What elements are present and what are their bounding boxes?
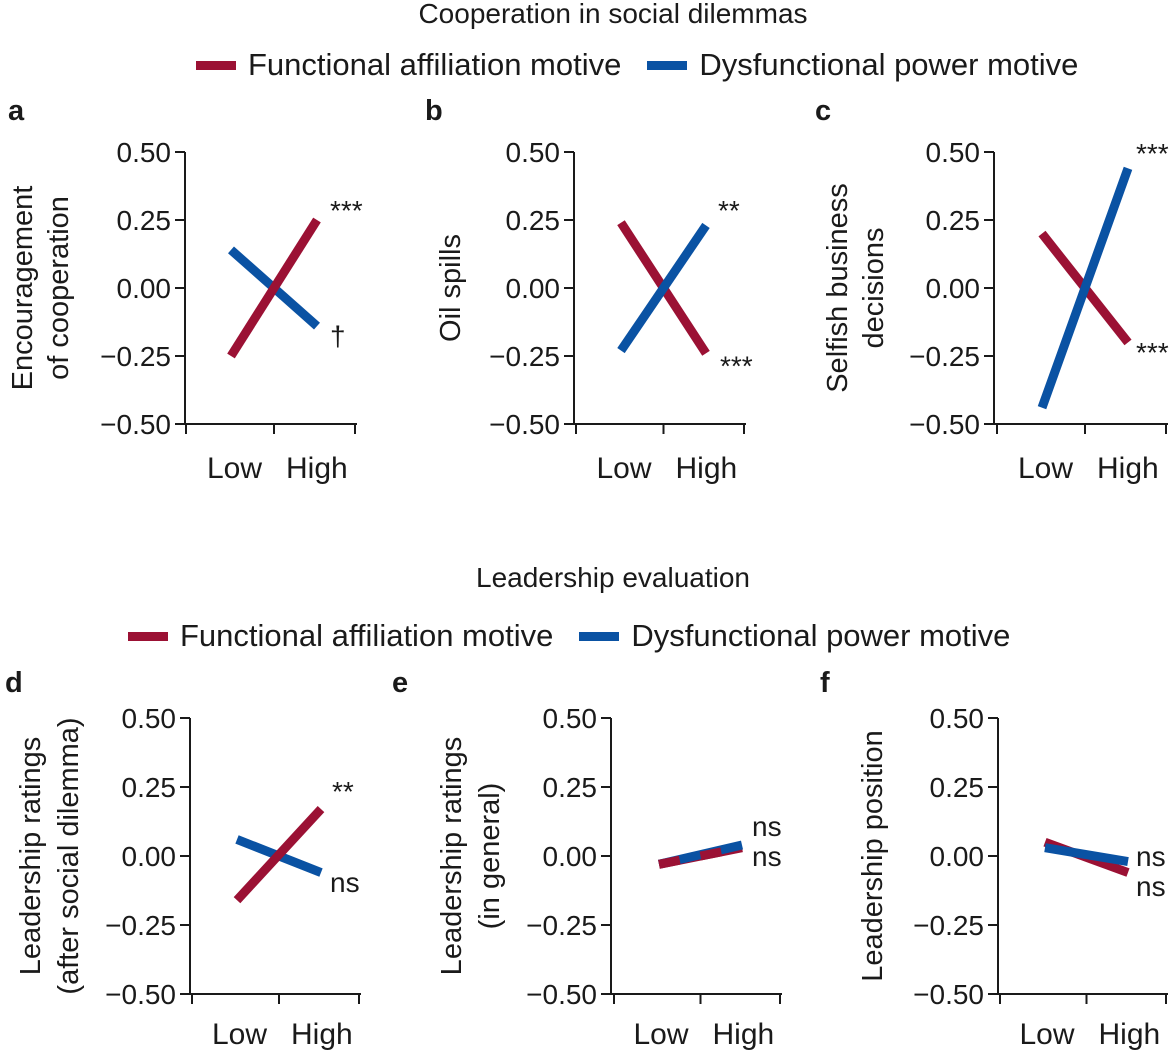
y-axis-label-a: of cooperation: [43, 196, 75, 380]
legend-item-affiliation: Functional affiliation motive: [196, 47, 621, 83]
significance-label-c-power: ***: [1136, 138, 1169, 169]
y-tick-label-f: 0.50: [930, 703, 985, 734]
legend-cooperation: Functional affiliation motive Dysfunctio…: [196, 47, 1104, 83]
series-line-d-affiliation: [233, 806, 325, 904]
section-title-leadership: Leadership evaluation: [476, 562, 750, 593]
significance-label-a-power: †: [330, 321, 346, 352]
y-tick-label-b: 0.50: [506, 137, 561, 168]
y-tick-label-b: 0.00: [506, 273, 561, 304]
significance-label-d-affiliation: **: [332, 776, 354, 807]
y-axis-label-d: (after social dilemma): [53, 717, 85, 994]
y-axis-label-f: Leadership position: [857, 730, 889, 982]
legend-swatch-power: [579, 631, 620, 641]
legend-item-power: Dysfunctional power motive: [579, 618, 1010, 654]
x-category-label-d: High: [291, 1018, 353, 1050]
y-tick-label-f: −0.50: [913, 979, 984, 1010]
y-tick-label-d: −0.50: [105, 979, 176, 1010]
significance-label-d-power: ns: [330, 867, 360, 898]
x-category-label-a: High: [286, 452, 348, 485]
series-line-e-affiliation-segment: [699, 847, 723, 861]
y-tick-label-d: 0.00: [122, 841, 177, 872]
x-category-label-a: Low: [207, 452, 262, 485]
significance-label-b-power: **: [718, 195, 740, 226]
y-tick-label-b: −0.50: [489, 409, 560, 440]
significance-label-e-power: ns: [752, 841, 782, 872]
panel-letter-f: f: [820, 667, 830, 699]
y-tick-label-b: 0.25: [506, 205, 561, 236]
y-axis-label-e: Leadership ratings: [436, 737, 468, 976]
y-tick-label-f: 0.25: [930, 772, 985, 803]
legend-label-power: Dysfunctional power motive: [699, 47, 1079, 82]
series-line-a-affiliation: [227, 217, 321, 359]
y-tick-label-d: −0.25: [105, 910, 176, 941]
y-axis-label-c: Selfish business: [822, 183, 854, 393]
legend-label-affiliation: Functional affiliation motive: [248, 47, 622, 82]
legend-swatch-affiliation: [196, 60, 236, 70]
panel-letter-a: a: [8, 95, 25, 127]
significance-label-b-affiliation: ***: [720, 350, 753, 381]
x-category-label-f: High: [1099, 1018, 1161, 1050]
legend-leadership: Functional affiliation motive Dysfunctio…: [128, 618, 1036, 654]
y-tick-label-a: −0.50: [100, 409, 171, 440]
y-tick-label-b: −0.25: [489, 341, 560, 372]
y-tick-label-e: 0.00: [543, 841, 598, 872]
panel-letter-d: d: [5, 667, 23, 699]
y-tick-label-a: 0.25: [117, 205, 172, 236]
x-category-label-e: High: [713, 1018, 775, 1050]
x-category-label-b: High: [676, 452, 738, 485]
significance-label-f-power: ns: [1136, 841, 1166, 872]
panel-letter-e: e: [392, 667, 408, 699]
y-axis-label-a: Encouragement: [7, 186, 39, 391]
legend-swatch-affiliation: [128, 631, 168, 641]
legend-label-affiliation: Functional affiliation motive: [180, 618, 554, 653]
x-category-label-d: Low: [212, 1018, 267, 1050]
section-title-cooperation: Cooperation in social dilemmas: [418, 0, 808, 29]
legend-label-power: Dysfunctional power motive: [631, 618, 1011, 653]
y-tick-label-c: −0.50: [909, 409, 980, 440]
significance-label-c-affiliation: ***: [1136, 337, 1169, 368]
y-tick-label-a: 0.50: [117, 137, 172, 168]
series-line-c-power: [1037, 166, 1133, 410]
y-axis-label-c: decisions: [858, 228, 890, 349]
x-category-label-b: Low: [596, 452, 651, 485]
y-tick-label-a: 0.00: [117, 273, 172, 304]
legend-item-affiliation: Functional affiliation motive: [128, 618, 553, 654]
x-category-label-e: Low: [633, 1018, 688, 1050]
y-tick-label-c: 0.25: [926, 205, 981, 236]
x-category-label-c: High: [1097, 452, 1159, 485]
y-axis-label-e: (in general): [474, 783, 506, 930]
series-line-e-affiliation-segment: [658, 855, 681, 869]
y-tick-label-f: −0.25: [913, 910, 984, 941]
y-tick-label-e: −0.25: [526, 910, 597, 941]
significance-label-a-affiliation: ***: [330, 195, 363, 226]
y-tick-label-c: 0.00: [926, 273, 981, 304]
significance-label-f-affiliation: ns: [1136, 871, 1166, 902]
series-line-f-power: [1044, 843, 1129, 866]
y-tick-label-e: −0.50: [526, 979, 597, 1010]
y-tick-label-e: 0.25: [543, 772, 598, 803]
y-tick-label-a: −0.25: [100, 341, 171, 372]
legend-item-power: Dysfunctional power motive: [647, 47, 1078, 83]
x-category-label-c: Low: [1018, 452, 1073, 485]
y-tick-label-d: 0.25: [122, 772, 177, 803]
y-tick-label-d: 0.50: [122, 703, 177, 734]
significance-label-e-affiliation: ns: [752, 811, 782, 842]
legend-swatch-power: [647, 60, 688, 70]
panel-letter-b: b: [425, 95, 443, 127]
y-tick-label-c: −0.25: [909, 341, 980, 372]
panel-letter-c: c: [815, 95, 831, 127]
y-tick-label-c: 0.50: [926, 137, 981, 168]
y-tick-label-e: 0.50: [543, 703, 598, 734]
x-category-label-f: Low: [1019, 1018, 1074, 1050]
y-tick-label-f: 0.00: [930, 841, 985, 872]
series-line-b-power: [617, 222, 710, 354]
y-axis-label-d: Leadership ratings: [15, 737, 47, 976]
y-axis-label-b: Oil spills: [435, 234, 467, 342]
